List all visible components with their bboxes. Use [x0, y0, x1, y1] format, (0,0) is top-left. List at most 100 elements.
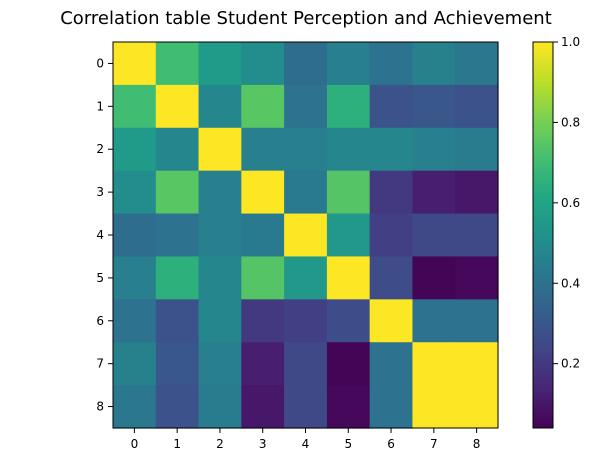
heatmap-cell-0-0 [113, 42, 157, 86]
heatmap-cell-8-8 [455, 385, 499, 429]
y-axis-ticks: 0 1 2 3 4 5 6 7 8 [96, 56, 113, 414]
heatmap-cell-8-4 [284, 385, 328, 429]
y-tick-label: 5 [96, 271, 104, 285]
heatmap-cell-3-2 [198, 170, 242, 215]
x-tick-label: 5 [344, 437, 352, 451]
heatmap-cell-6-7 [412, 299, 456, 343]
heatmap-cell-0-1 [155, 42, 200, 86]
colorbar-tick-label: 0.8 [561, 115, 580, 129]
heatmap-cell-1-6 [369, 84, 414, 129]
heatmap-cell-4-8 [455, 213, 499, 258]
heatmap-cell-2-0 [113, 127, 157, 172]
heatmap-cell-1-4 [284, 84, 328, 129]
y-tick-label: 0 [96, 56, 104, 70]
y-tick-label: 6 [96, 314, 104, 328]
heatmap-cell-2-3 [241, 127, 285, 172]
heatmap-cell-4-0 [113, 213, 157, 258]
heatmap-cell-3-6 [369, 170, 414, 215]
y-tick-label: 3 [96, 185, 104, 199]
heatmap-cell-1-7 [412, 84, 456, 129]
chart-title: Correlation table Student Perception and… [60, 8, 552, 29]
heatmap-cell-0-5 [326, 42, 371, 86]
x-tick-label: 1 [173, 437, 181, 451]
heatmap-cell-3-0 [113, 170, 157, 215]
heatmap-cell-7-3 [241, 342, 285, 386]
x-tick-label: 0 [131, 437, 139, 451]
heatmap-cell-8-2 [198, 385, 242, 429]
heatmap-cell-6-0 [113, 299, 157, 343]
heatmap-cell-1-0 [113, 84, 157, 129]
heatmap-cell-7-5 [326, 342, 371, 386]
heatmap-cell-8-3 [241, 385, 285, 429]
heatmap-cell-2-2 [198, 127, 242, 172]
heatmap-cell-7-0 [113, 342, 157, 386]
y-tick-label: 4 [96, 228, 104, 242]
heatmap-cell-0-2 [198, 42, 242, 86]
heatmap-cell-4-6 [369, 213, 414, 258]
heatmap-cell-3-1 [155, 170, 200, 215]
heatmap-cell-1-8 [455, 84, 499, 129]
heatmap-cell-2-4 [284, 127, 328, 172]
heatmap-cell-5-6 [369, 256, 414, 300]
heatmap-cell-0-4 [284, 42, 328, 86]
heatmap-cell-5-0 [113, 256, 157, 300]
heatmap-cell-8-0 [113, 385, 157, 429]
heatmap-cell-0-8 [455, 42, 499, 86]
heatmap-cell-5-2 [198, 256, 242, 300]
heatmap-cell-7-8 [455, 342, 499, 386]
heatmap-cell-4-2 [198, 213, 242, 258]
y-tick-label: 7 [96, 357, 104, 371]
heatmap-cell-4-1 [155, 213, 200, 258]
heatmap-cell-6-8 [455, 299, 499, 343]
x-tick-label: 4 [302, 437, 310, 451]
y-tick-label: 8 [96, 400, 104, 414]
x-tick-label: 3 [259, 437, 267, 451]
heatmap-cell-8-1 [155, 385, 200, 429]
heatmap-cell-1-1 [155, 84, 200, 129]
colorbar-tick-label: 0.4 [561, 276, 580, 290]
heatmap-cell-3-3 [241, 170, 285, 215]
heatmap-cell-1-2 [198, 84, 242, 129]
heatmap-cell-2-5 [326, 127, 371, 172]
colorbar-ticks: 0.2 0.4 0.6 0.8 1.0 [553, 35, 580, 371]
colorbar-tick-label: 1.0 [561, 35, 580, 49]
heatmap-cell-6-3 [241, 299, 285, 343]
heatmap-cell-7-6 [369, 342, 414, 386]
heatmap-cell-6-4 [284, 299, 328, 343]
y-tick-label: 2 [96, 142, 104, 156]
heatmap-cell-0-3 [241, 42, 285, 86]
x-axis-ticks: 0 1 2 3 4 5 6 7 8 [131, 428, 481, 451]
colorbar [532, 41, 554, 429]
heatmap-cell-5-8 [455, 256, 499, 300]
heatmap-cell-2-1 [155, 127, 200, 172]
heatmap-cell-6-5 [326, 299, 371, 343]
colorbar-tick-label: 0.2 [561, 357, 580, 371]
y-tick-label: 1 [96, 99, 104, 113]
heatmap-cell-2-7 [412, 127, 456, 172]
heatmap-cell-4-3 [241, 213, 285, 258]
heatmap-cell-3-4 [284, 170, 328, 215]
heatmap-cell-3-8 [455, 170, 499, 215]
heatmap-cell-5-1 [155, 256, 200, 300]
heatmap-cell-2-6 [369, 127, 414, 172]
heatmap-cell-2-8 [455, 127, 499, 172]
x-tick-label: 8 [473, 437, 481, 451]
heatmap-cell-5-4 [284, 256, 328, 300]
heatmap-cell-1-3 [241, 84, 285, 129]
heatmap-cell-8-5 [326, 385, 371, 429]
heatmap-cell-4-4 [284, 213, 328, 258]
heatmap-cell-5-5 [326, 256, 371, 300]
heatmap-cell-0-6 [369, 42, 414, 86]
heatmap-cell-5-3 [241, 256, 285, 300]
heatmap-cell-7-7 [412, 342, 456, 386]
heatmap-cell-7-4 [284, 342, 328, 386]
heatmap-cell-1-5 [326, 84, 371, 129]
heatmap-cell-3-5 [326, 170, 371, 215]
x-tick-label: 6 [387, 437, 395, 451]
heatmap-cells [113, 42, 499, 429]
colorbar-tick-label: 0.6 [561, 196, 580, 210]
x-tick-label: 7 [430, 437, 438, 451]
heatmap-cell-5-7 [412, 256, 456, 300]
heatmap-cell-0-7 [412, 42, 456, 86]
